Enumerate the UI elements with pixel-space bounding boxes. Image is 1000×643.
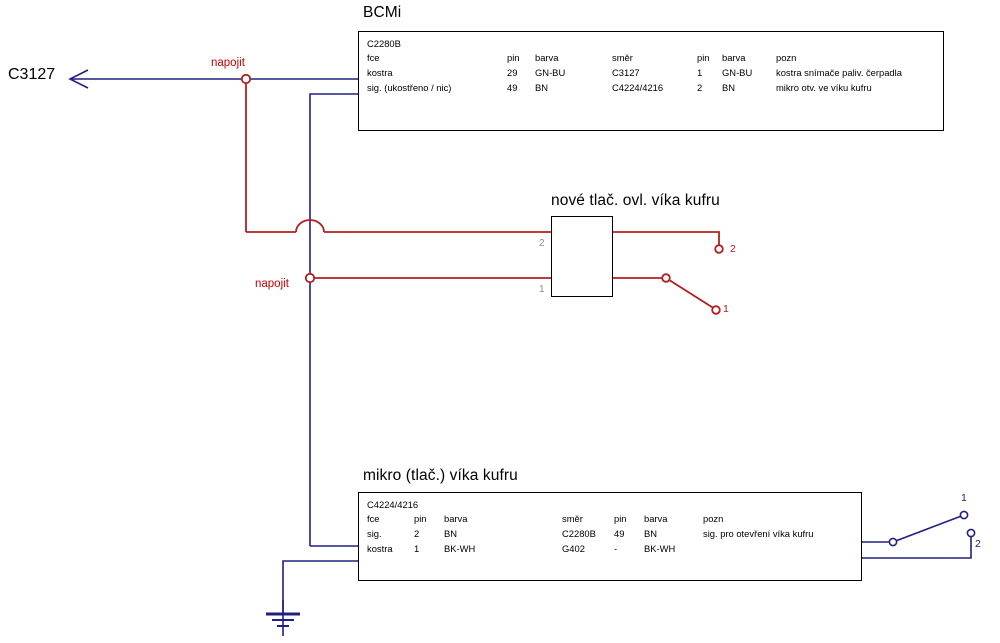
title-bcmi: BCMi — [363, 4, 402, 21]
header-pin-2: pin — [697, 52, 710, 63]
blue-wire-sig-net — [282, 93, 358, 614]
blue-micro-switch — [862, 510, 976, 559]
cell-barva-1: GN-BU — [535, 67, 566, 78]
cell-barva-2: GN-BU — [722, 67, 753, 78]
ground-symbol — [266, 600, 300, 636]
cell-fce: kostra — [367, 543, 393, 554]
header-barva-1: barva — [535, 52, 559, 63]
cell-barva-2: BN — [722, 82, 736, 93]
cell-smer: G402 — [562, 543, 585, 554]
header-pozn: pozn — [776, 52, 797, 63]
header-barva-1: barva — [444, 513, 468, 524]
header-smer: směr — [612, 52, 633, 63]
title-micro-switch: mikro (tlač.) víka kufru — [363, 467, 518, 484]
header-fce: fce — [367, 513, 380, 524]
terminal-label-red-1: 1 — [723, 303, 729, 315]
blue-wire-sig-down — [309, 93, 358, 546]
red-junction-napojit-mid — [304, 272, 316, 284]
cell-pozn: kostra snímače paliv. čerpadla — [776, 67, 902, 78]
red-push-switch — [613, 231, 724, 315]
header-barva-2: barva — [644, 513, 668, 524]
cell-pin-1: 2 — [414, 528, 420, 539]
red-switch-pin2-lead — [613, 231, 720, 245]
cell-pin-2: 49 — [614, 528, 625, 539]
header-pozn: pozn — [703, 513, 724, 524]
blue-wire-c3127-net — [68, 69, 358, 89]
cell-pin-2: 2 — [697, 82, 703, 93]
cell-fce: sig. — [367, 528, 382, 539]
cell-pozn: sig. pro otevření víka kufru — [703, 528, 814, 539]
header-smer: směr — [562, 513, 583, 524]
header-pin-1: pin — [507, 52, 520, 63]
header-fce: fce — [367, 52, 380, 63]
cell-barva-2: BK-WH — [644, 543, 676, 554]
red-junction-napojit-top — [240, 73, 252, 85]
cell-smer: C2280B — [562, 528, 596, 539]
red-wire-crossover-hop — [295, 219, 325, 233]
blue-terminal-1 — [959, 510, 969, 520]
red-wire-lower-net — [304, 272, 551, 284]
cell-pin-2: 1 — [697, 67, 703, 78]
header-pin-2: pin — [614, 513, 627, 524]
red-terminal-1 — [711, 305, 721, 315]
red-switch-lever — [665, 277, 716, 310]
terminal-label-red-2: 2 — [730, 243, 736, 255]
cell-barva-1: BK-WH — [444, 543, 476, 554]
red-terminal-common — [661, 273, 671, 283]
micro-connector-id: C4224/4216 — [367, 499, 419, 510]
blue-terminal-2 — [966, 528, 976, 538]
blue-terminal-common — [888, 537, 898, 547]
red-terminal-2 — [714, 244, 724, 254]
cell-fce: kostra — [367, 67, 393, 78]
cell-pin-2: - — [614, 543, 618, 554]
cell-pin-1: 1 — [414, 543, 420, 554]
micro-connector-table: C4224/4216 fce pin barva směr pin barva … — [358, 492, 862, 581]
red-wire-upper-net — [240, 73, 551, 233]
cell-pin-1: 29 — [507, 67, 518, 78]
cell-smer: C4224/4216 — [612, 82, 664, 93]
cell-pin-1: 49 — [507, 82, 518, 93]
terminal-label-blue-1: 1 — [961, 492, 967, 504]
label-c3127: C3127 — [8, 66, 56, 83]
cell-pozn: mikro otv. ve víku kufru — [776, 82, 872, 93]
label-napojit-mid: napojit — [255, 278, 289, 290]
c3127-arrowhead — [68, 69, 89, 89]
blue-switch-no-lead — [862, 535, 972, 559]
cell-barva-1: BN — [444, 528, 458, 539]
bcmi-connector-id: C2280B — [367, 38, 401, 49]
terminal-label-blue-2: 2 — [975, 538, 981, 550]
cell-barva-2: BN — [644, 528, 658, 539]
title-new-pushbutton: nové tlač. ovl. víka kufru — [551, 192, 720, 209]
blue-wire-kostra-to-micro — [282, 560, 358, 614]
label-napojit-top: napojit — [211, 57, 245, 69]
header-pin-1: pin — [414, 513, 427, 524]
cell-fce: sig. (ukostřeno / nic) — [367, 82, 452, 93]
header-barva-2: barva — [722, 52, 746, 63]
cell-barva-1: BN — [535, 82, 549, 93]
blue-switch-lever — [892, 514, 965, 543]
cell-smer: C3127 — [612, 67, 640, 78]
new-pushbutton-box — [551, 216, 613, 297]
bcmi-connector-table: C2280B fce pin barva směr pin barva pozn… — [358, 31, 944, 131]
pin-label-box-2: 2 — [539, 238, 545, 249]
pin-label-box-1: 1 — [539, 284, 545, 295]
